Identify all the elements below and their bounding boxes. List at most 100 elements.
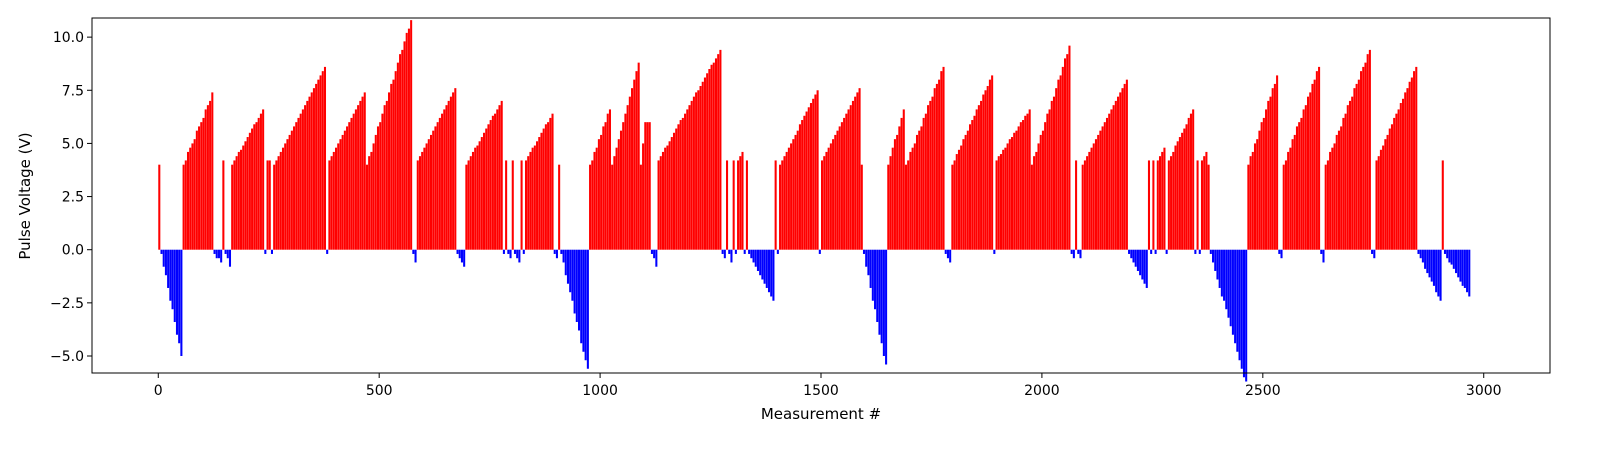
bar (785, 151, 788, 250)
bar (418, 156, 422, 250)
bar (807, 107, 810, 250)
bar (200, 122, 203, 250)
bar (1430, 249, 1433, 282)
bar (478, 141, 481, 250)
bar (275, 160, 278, 250)
bar (1112, 105, 1115, 250)
bar (695, 92, 698, 250)
bar (801, 120, 804, 250)
bar (1393, 117, 1396, 250)
bar (1187, 117, 1190, 250)
bar (754, 249, 757, 267)
bar (509, 249, 512, 259)
bar (798, 124, 801, 250)
x-tick-label: 2000 (1024, 383, 1060, 399)
bar (688, 105, 691, 250)
bar (332, 151, 335, 250)
bar (1209, 249, 1212, 254)
bar (1291, 139, 1294, 250)
bar (1035, 151, 1038, 250)
bar (1439, 249, 1442, 301)
bar (915, 134, 919, 250)
bar (639, 164, 642, 250)
bar (357, 105, 360, 250)
bar (368, 156, 371, 250)
bar (213, 249, 216, 254)
bar (865, 249, 868, 267)
bar (217, 249, 220, 259)
bar (405, 32, 408, 250)
bar (887, 164, 890, 250)
bar (376, 126, 380, 250)
bar (666, 145, 669, 250)
bar (1335, 134, 1338, 250)
bar (1424, 249, 1427, 269)
bar (266, 160, 269, 250)
bar (555, 249, 558, 259)
bar (1057, 79, 1060, 250)
bar (650, 249, 653, 254)
bar (1236, 249, 1239, 352)
bar (1119, 92, 1122, 250)
bar (805, 111, 808, 250)
bar (580, 249, 583, 344)
bar (310, 92, 313, 250)
bar (882, 249, 885, 356)
bar (1044, 122, 1047, 250)
bar (1030, 164, 1033, 250)
bar (827, 147, 830, 250)
bar (759, 249, 762, 276)
bar (471, 151, 475, 250)
bar (977, 105, 980, 250)
bar (606, 113, 609, 250)
bar (1103, 122, 1106, 250)
bar (582, 249, 585, 352)
bar (913, 143, 916, 250)
bar (876, 249, 879, 322)
bar (259, 113, 262, 250)
bar (1280, 249, 1283, 259)
bar (1218, 249, 1221, 288)
bar (862, 249, 866, 254)
bar (838, 126, 841, 250)
bar (1086, 156, 1089, 250)
bar (1262, 117, 1265, 250)
bar (162, 249, 165, 267)
bar (1448, 249, 1451, 263)
bar (1432, 249, 1435, 286)
bar (1216, 249, 1219, 280)
bar (670, 137, 673, 250)
bar (1174, 145, 1177, 250)
bar (1022, 120, 1025, 250)
bar (991, 75, 994, 250)
bar (452, 92, 455, 250)
bar (480, 137, 483, 250)
bar (1214, 249, 1217, 271)
bar (880, 249, 883, 344)
bar (969, 124, 972, 250)
bar (569, 249, 572, 293)
bar (763, 249, 766, 284)
bar (1379, 149, 1382, 250)
bar (1050, 100, 1053, 250)
bar (845, 113, 848, 250)
bar (745, 160, 748, 250)
bar (1245, 249, 1248, 382)
bar (206, 105, 209, 250)
bar (756, 249, 759, 271)
x-axis-label: Measurement # (761, 405, 881, 423)
bar (1293, 134, 1296, 250)
bar (1368, 49, 1371, 250)
bar (1081, 164, 1084, 250)
bar (396, 62, 399, 250)
bar (1326, 160, 1329, 250)
bar (1136, 249, 1139, 271)
bar (1269, 96, 1272, 250)
bar (776, 249, 779, 254)
bar (681, 117, 684, 250)
bar (348, 122, 351, 250)
bar (1130, 249, 1133, 259)
bar (1134, 249, 1137, 267)
bar (1459, 249, 1462, 282)
bar (902, 109, 905, 250)
